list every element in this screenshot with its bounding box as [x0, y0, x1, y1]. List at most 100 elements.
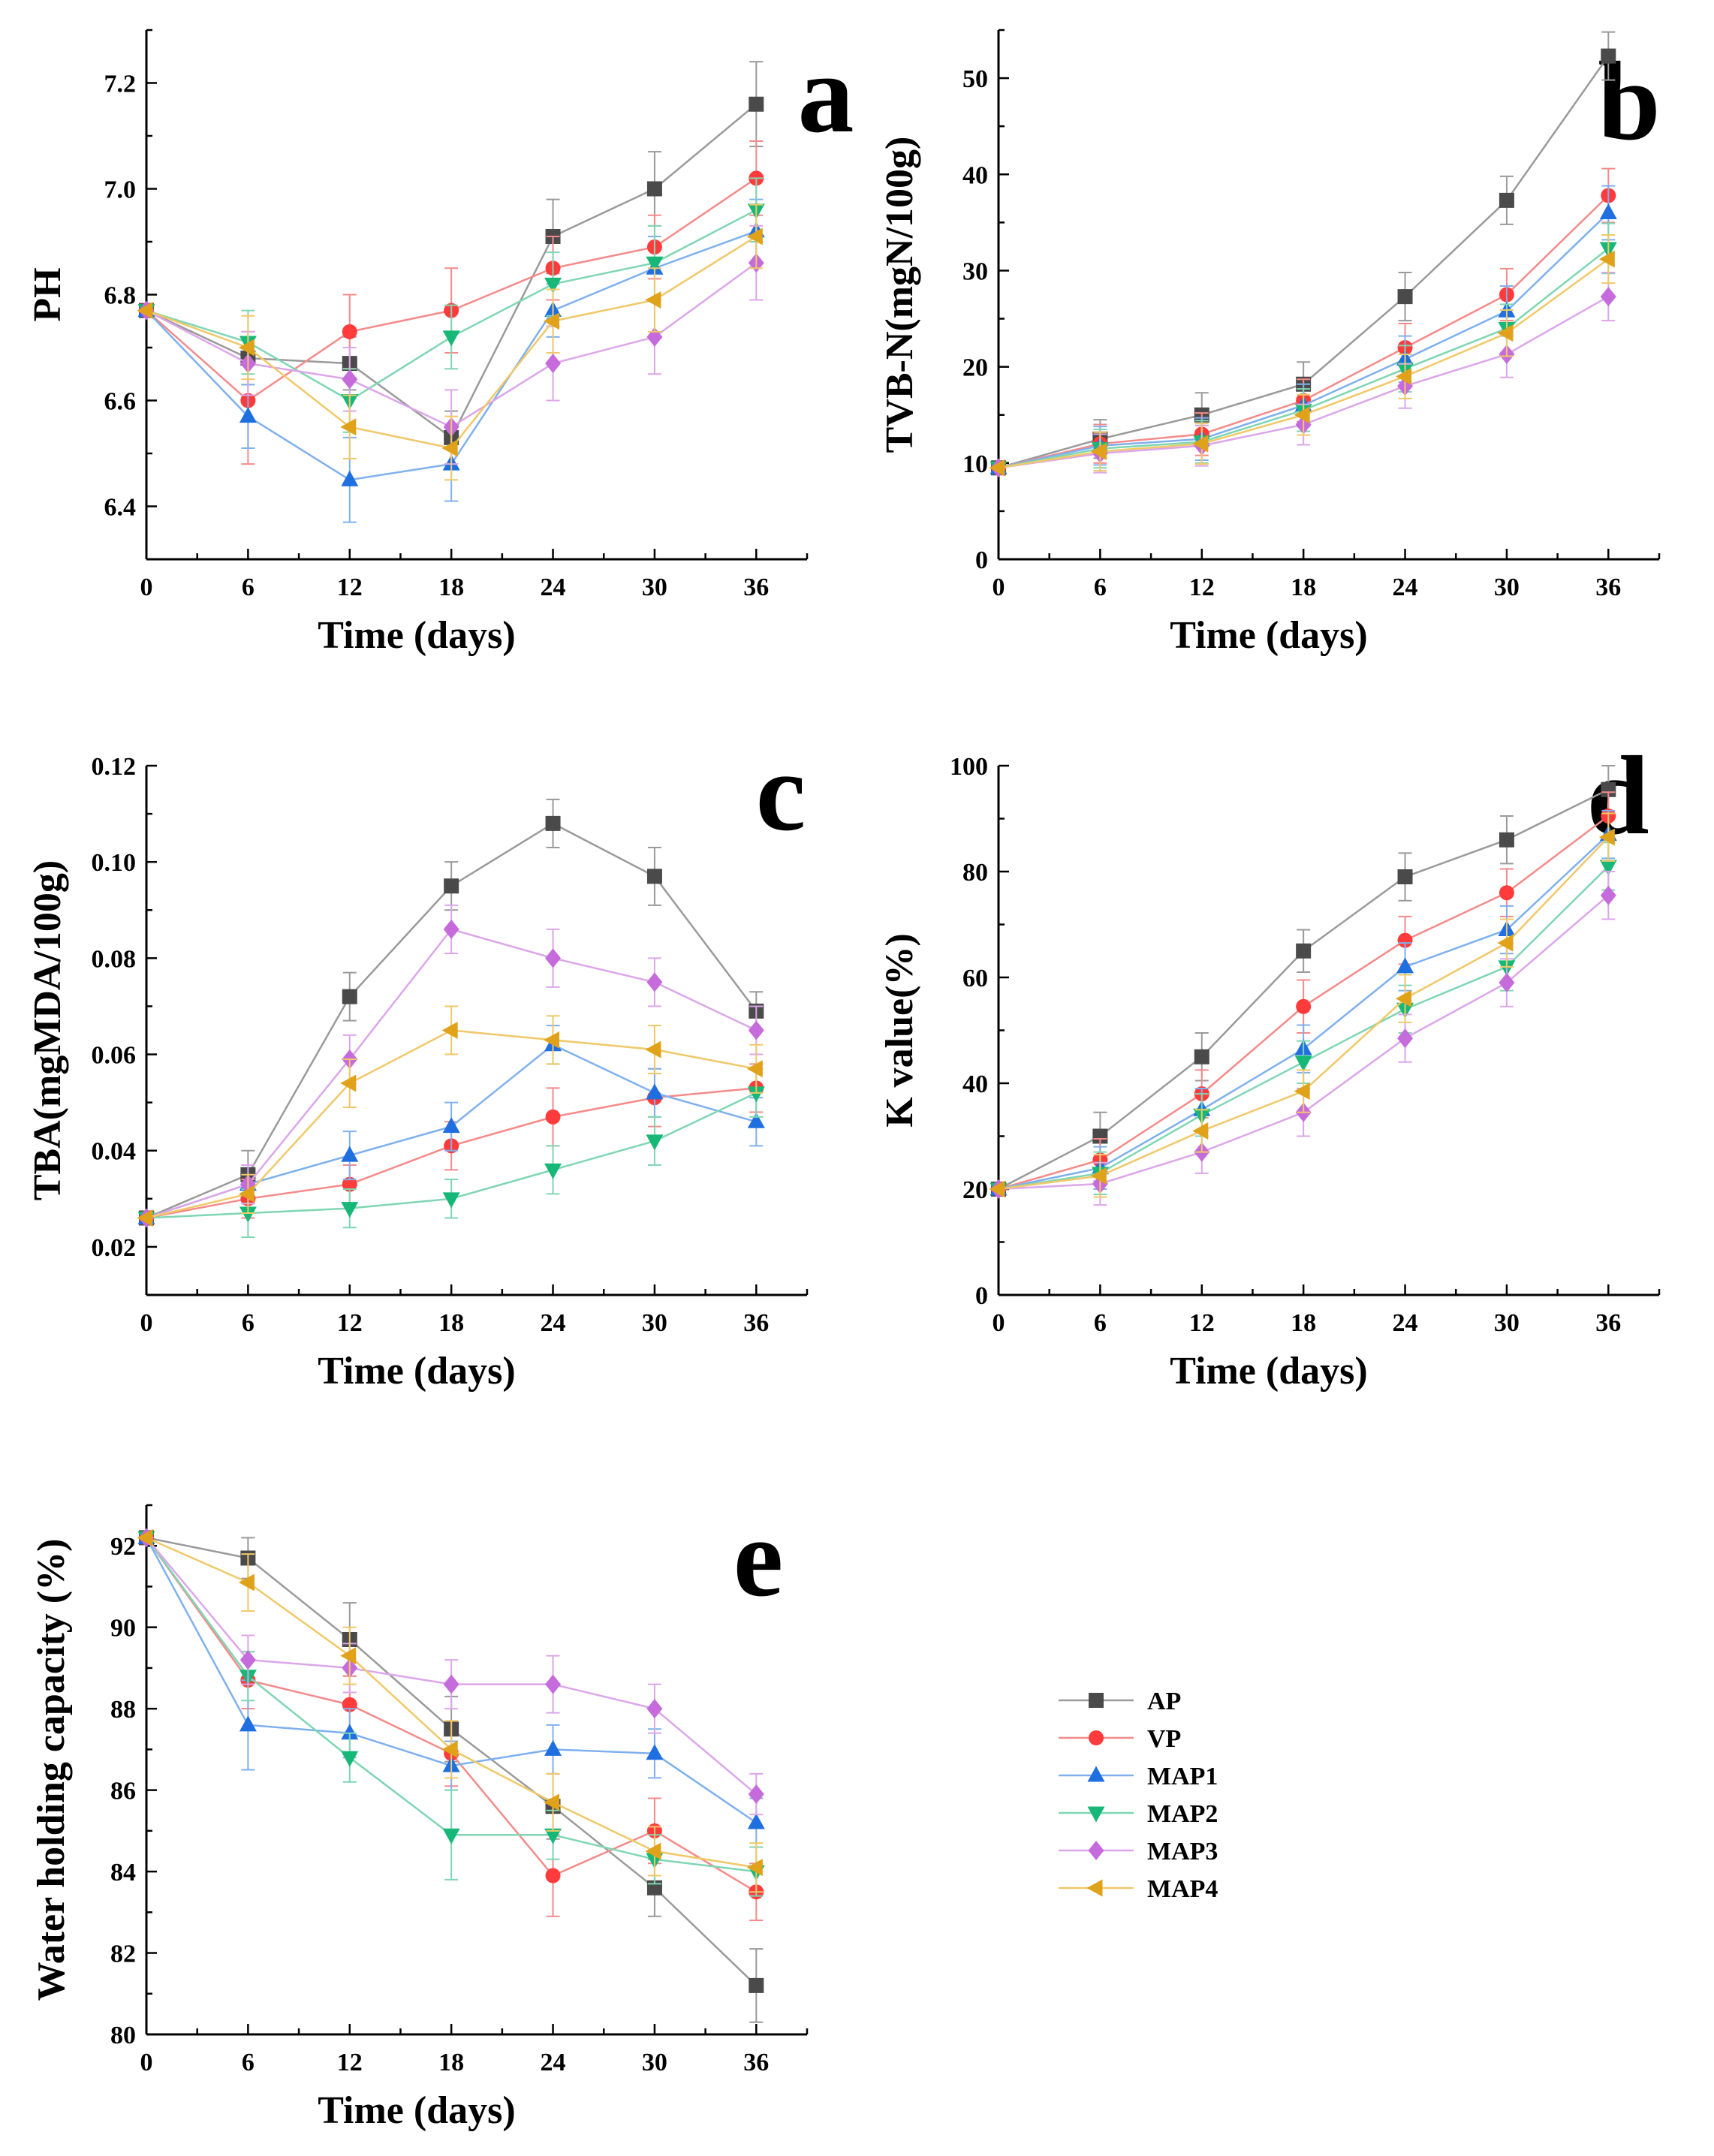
- x-tick-label: 0: [993, 574, 1005, 601]
- data-point: [1397, 1028, 1414, 1049]
- x-tick-label: 6: [242, 2049, 255, 2076]
- x-tick-label: 12: [1189, 574, 1215, 601]
- y-tick-label: 0.06: [92, 1042, 137, 1070]
- data-point: [1296, 998, 1312, 1014]
- data-point: [544, 1031, 560, 1049]
- data-point: [1090, 442, 1107, 460]
- data-point: [746, 1859, 763, 1877]
- data-point: [341, 1202, 359, 1218]
- data-point: [238, 1573, 255, 1591]
- y-axis-title: K value(%): [878, 933, 921, 1128]
- y-axis-title: PH: [26, 267, 69, 321]
- x-tick-label: 36: [743, 574, 769, 601]
- data-point: [646, 1699, 663, 1719]
- data-point: [442, 1192, 460, 1209]
- y-tick-label: 0.12: [92, 753, 137, 781]
- data-point: [239, 407, 257, 423]
- panel-label: c: [756, 730, 806, 854]
- y-tick-label: 10: [962, 450, 988, 478]
- legend-label: VP: [1147, 1725, 1181, 1753]
- data-point: [746, 1060, 763, 1078]
- data-point: [238, 1185, 255, 1203]
- x-tick-label: 36: [743, 2049, 769, 2076]
- y-tick-label: 6.4: [104, 494, 137, 522]
- x-tick-label: 18: [1291, 574, 1316, 601]
- data-point: [1499, 192, 1514, 208]
- data-point: [341, 470, 359, 486]
- x-tick-label: 12: [337, 574, 363, 601]
- y-tick-label: 60: [962, 965, 988, 992]
- data-point: [749, 96, 764, 112]
- y-tick-label: 7.0: [104, 176, 137, 204]
- y-tick-label: 88: [110, 1696, 136, 1724]
- data-point: [1499, 832, 1514, 848]
- data-point: [1296, 943, 1312, 959]
- data-point: [544, 277, 562, 294]
- data-point: [646, 869, 662, 884]
- y-tick-label: 40: [962, 1070, 988, 1098]
- chart-e: 0 6 12 18 24 30 36 80 82 84 86 88 90 92 Time (days) Wat…: [30, 1495, 809, 2132]
- x-tick-label: 30: [642, 1309, 667, 1337]
- series-map4: [137, 1005, 764, 1227]
- panel-label: a: [798, 32, 854, 156]
- data-point: [1598, 828, 1615, 846]
- legend-item-vp: VP: [1059, 1725, 1181, 1753]
- y-axis-title: Water holding capacity (%): [30, 1539, 73, 2001]
- data-point: [545, 354, 562, 374]
- x-tick-label: 30: [1494, 1309, 1520, 1337]
- x-axis-title: Time (days): [1170, 614, 1367, 657]
- y-tick-label: 0.02: [92, 1234, 137, 1262]
- y-tick-label: 86: [110, 1778, 136, 1805]
- legend-label: MAP2: [1147, 1800, 1218, 1828]
- data-point: [544, 1828, 562, 1844]
- data-point: [443, 919, 459, 939]
- data-point: [137, 1528, 153, 1546]
- data-point: [1598, 250, 1615, 268]
- data-point: [342, 1176, 357, 1192]
- y-tick-label: 80: [962, 859, 988, 887]
- data-point: [1092, 1128, 1108, 1144]
- data-point: [1601, 781, 1616, 797]
- chart-b: 0 6 12 18 24 30 36 0 10 20 30 40 50 Time (days) TVB-N(…: [878, 29, 1661, 657]
- data-point: [442, 1117, 460, 1134]
- data-point: [1294, 1083, 1310, 1101]
- data-point: [342, 369, 358, 390]
- y-tick-label: 20: [962, 1176, 988, 1204]
- x-axis-title: Time (days): [318, 2089, 515, 2132]
- y-tick-label: 0.08: [92, 945, 137, 973]
- data-point: [646, 972, 663, 992]
- x-tick-label: 24: [541, 2049, 566, 2076]
- data-point: [646, 256, 664, 273]
- x-tick-label: 18: [438, 2049, 464, 2076]
- legend-label: MAP1: [1147, 1763, 1218, 1790]
- x-tick-label: 6: [242, 1309, 255, 1337]
- data-point: [749, 1977, 764, 1993]
- data-point: [443, 1674, 459, 1694]
- data-point: [646, 181, 662, 197]
- data-point: [442, 1828, 460, 1844]
- data-point: [1192, 435, 1209, 453]
- data-point: [1397, 289, 1413, 305]
- data-point: [137, 1209, 153, 1227]
- data-point: [1396, 957, 1414, 974]
- x-tick-label: 12: [1189, 1309, 1215, 1337]
- series-map4: [137, 1528, 764, 1893]
- data-point: [1497, 934, 1514, 952]
- data-point: [239, 1715, 257, 1732]
- x-tick-label: 0: [140, 574, 153, 601]
- x-tick-label: 12: [337, 2049, 363, 2076]
- series-map4: [989, 812, 1616, 1198]
- y-tick-label: 0: [975, 547, 988, 574]
- data-point: [747, 1112, 765, 1128]
- series-line: [146, 928, 757, 1219]
- data-point: [1192, 1122, 1209, 1140]
- data-point: [239, 1650, 256, 1670]
- chart-a: 0 6 12 18 24 30 36 6.4 6.6 6.8 7.0 7.2 Time (days) PH…: [26, 29, 854, 657]
- data-point: [1397, 869, 1413, 885]
- data-point: [239, 1206, 257, 1223]
- x-tick-label: 30: [642, 574, 667, 601]
- data-point: [645, 1842, 661, 1860]
- x-tick-label: 0: [140, 1309, 153, 1337]
- x-tick-label: 0: [140, 2049, 153, 2076]
